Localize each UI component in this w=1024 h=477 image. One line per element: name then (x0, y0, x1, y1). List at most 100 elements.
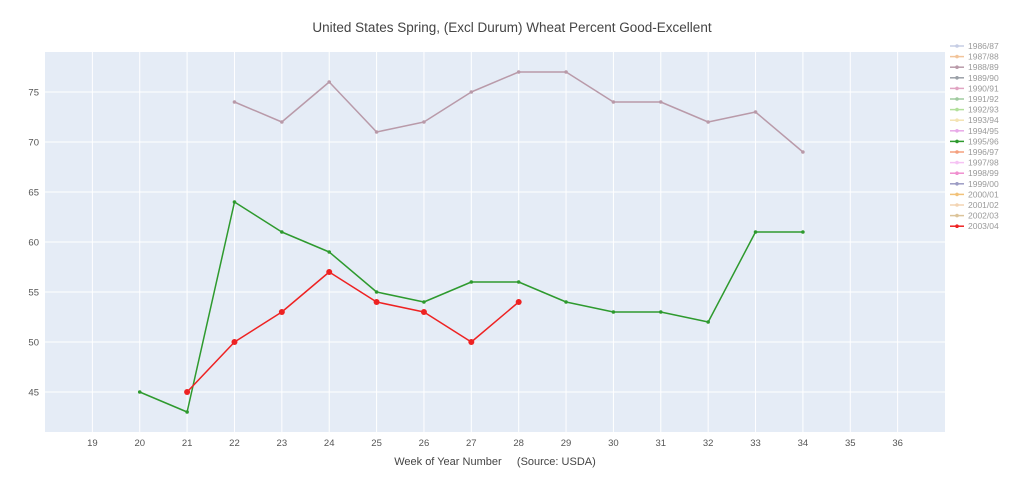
data-point[interactable] (611, 100, 616, 104)
legend-item-1988-89[interactable]: 1988/89 (950, 62, 999, 72)
data-point[interactable] (374, 290, 379, 294)
series-1988-89 (232, 70, 805, 154)
legend-label: 1990/91 (968, 83, 999, 93)
series-line-2003-04 (186, 271, 520, 393)
data-point[interactable] (611, 310, 616, 314)
legend-marker (955, 65, 959, 69)
legend-label: 1998/99 (968, 168, 999, 178)
legend-item-1995-96[interactable]: 1995/96 (950, 136, 999, 146)
data-point[interactable] (231, 339, 238, 345)
data-point[interactable] (422, 120, 426, 124)
x-tick-label: 26 (419, 438, 430, 449)
data-point[interactable] (185, 410, 189, 414)
x-tick-label: 31 (656, 438, 667, 449)
data-point[interactable] (232, 200, 237, 204)
data-point[interactable] (706, 320, 710, 324)
legend-label: 1996/97 (968, 147, 999, 157)
data-point[interactable] (469, 280, 474, 284)
legend-label: 1989/90 (968, 73, 999, 83)
data-point[interactable] (326, 269, 333, 275)
legend-item-2000-01[interactable]: 2000/01 (950, 189, 999, 199)
data-point[interactable] (753, 110, 758, 114)
legend-marker (955, 86, 959, 91)
x-tick-label: 28 (513, 438, 524, 449)
data-point[interactable] (184, 389, 191, 395)
plot-area (45, 52, 945, 432)
x-tick-label: 23 (277, 438, 288, 449)
data-point[interactable] (468, 339, 475, 345)
x-tick-label: 27 (466, 438, 477, 449)
legend-item-1989-90[interactable]: 1989/90 (950, 73, 999, 83)
data-point[interactable] (801, 230, 805, 234)
legend-item-1992-93[interactable]: 1992/93 (950, 105, 999, 115)
legend-marker (955, 160, 959, 165)
data-point[interactable] (564, 300, 568, 304)
data-point[interactable] (516, 70, 521, 74)
data-point[interactable] (422, 300, 426, 304)
data-point[interactable] (658, 100, 663, 104)
legend-label: 1988/89 (968, 62, 999, 72)
x-tick-label: 32 (703, 438, 714, 449)
legend-marker (955, 54, 959, 59)
data-point[interactable] (706, 120, 710, 124)
data-point[interactable] (280, 120, 284, 124)
data-point[interactable] (373, 299, 380, 305)
x-tick-label: 20 (134, 438, 145, 449)
x-axis-ticks: 19 20 21 22 23 24 25 26 27 28 29 30 31 32 33 34 35 36 (87, 438, 903, 449)
data-point[interactable] (232, 100, 237, 104)
data-point[interactable] (137, 390, 142, 394)
legend-label: 1986/87 (968, 41, 999, 51)
legend-label: 1993/94 (968, 115, 999, 125)
legend-label: 2000/01 (968, 189, 999, 199)
legend-item-1986-87[interactable]: 1986/87 (950, 41, 999, 51)
legend-item-1987-88[interactable]: 1987/88 (950, 52, 999, 62)
legend-item-1991-92[interactable]: 1991/92 (950, 94, 999, 104)
series-layer (137, 70, 805, 414)
x-tick-label: 22 (229, 438, 240, 449)
data-point[interactable] (327, 80, 332, 84)
data-point[interactable] (278, 309, 285, 315)
legend-marker (955, 118, 959, 122)
data-point[interactable] (327, 250, 332, 254)
legend-label: 1991/92 (968, 94, 999, 104)
data-point[interactable] (801, 150, 805, 154)
y-tick-label: 60 (28, 238, 39, 249)
data-point[interactable] (420, 309, 427, 315)
legend-item-1997-98[interactable]: 1997/98 (950, 158, 999, 168)
y-tick-label: 45 (28, 388, 39, 399)
x-tick-label: 35 (845, 438, 856, 449)
legend-item-1990-91[interactable]: 1990/91 (950, 83, 999, 93)
data-point[interactable] (374, 130, 379, 134)
legend-item-2003-04[interactable]: 2003/04 (950, 221, 999, 231)
legend-label: 2003/04 (968, 221, 999, 231)
legend-marker (955, 129, 959, 133)
data-point[interactable] (658, 310, 663, 314)
x-tick-label: 19 (87, 438, 98, 449)
legend-item-2001-02[interactable]: 2001/02 (950, 200, 999, 210)
legend-item-2002-03[interactable]: 2002/03 (950, 211, 999, 221)
legend-item-1993-94[interactable]: 1993/94 (950, 115, 999, 125)
data-point[interactable] (515, 299, 522, 305)
legend-item-1994-95[interactable]: 1994/95 (950, 126, 999, 136)
legend-item-1998-99[interactable]: 1998/99 (950, 168, 999, 178)
legend-item-1999-00[interactable]: 1999/00 (950, 179, 999, 189)
legend-item-1996-97[interactable]: 1996/97 (950, 147, 999, 157)
x-tick-label: 34 (798, 438, 809, 449)
legend-label: 2002/03 (968, 211, 999, 221)
data-point[interactable] (564, 70, 568, 74)
x-tick-label: 36 (892, 438, 903, 449)
legend-marker (955, 44, 959, 48)
data-point[interactable] (516, 280, 521, 284)
data-point[interactable] (469, 90, 474, 94)
legend[interactable]: 1986/871987/881988/891989/901990/911991/… (950, 41, 999, 231)
y-axis-ticks: 45 50 55 60 65 70 75 (28, 88, 39, 399)
x-tick-label: 21 (182, 438, 193, 449)
data-point[interactable] (753, 230, 758, 234)
legend-label: 1994/95 (968, 126, 999, 136)
legend-marker (955, 182, 959, 186)
legend-marker (955, 203, 959, 207)
x-tick-label: 30 (608, 438, 619, 449)
legend-label: 1992/93 (968, 105, 999, 115)
data-point[interactable] (280, 230, 284, 234)
